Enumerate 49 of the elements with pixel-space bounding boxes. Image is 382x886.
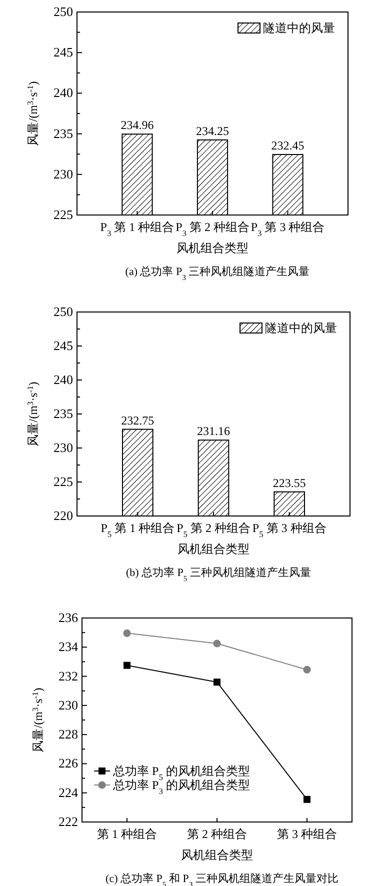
y-tick-label: 240	[54, 85, 73, 100]
legend-label: 隧道中的风量	[263, 21, 335, 35]
text: (b) 总功率 P$_{5}$ 三种风机组隧道产生风量	[126, 566, 312, 582]
y-tick-label: 225	[54, 474, 73, 489]
data-label: 232.75	[121, 413, 154, 428]
data-label: 234.25	[196, 124, 229, 138]
y-tick-label: 225	[54, 207, 73, 222]
legend-label: 隧道中的风量	[265, 321, 337, 335]
y-tick-label: 220	[54, 508, 73, 523]
y-tick-label: 226	[58, 756, 78, 771]
y-tick-label: 232	[58, 668, 78, 684]
point	[123, 629, 131, 637]
y-tick-label: 230	[54, 166, 73, 182]
x-tick-label: P$_{5}$ 第 1 种组合	[100, 521, 175, 538]
y-tick-label: 228	[58, 726, 78, 742]
y-tick-label: 245	[54, 338, 73, 353]
x-axis-title: 风机组合类型	[181, 848, 253, 862]
point	[214, 678, 220, 686]
x-tick-label: P$_{5}$ 第 3 种组合	[252, 521, 326, 538]
point	[303, 666, 311, 674]
y-tick-label: 250	[54, 4, 73, 19]
x-tick-label: 第 3 种组合	[277, 827, 337, 841]
x-tick-label: P$_{5}$ 第 2 种组合	[176, 521, 250, 538]
point	[124, 662, 130, 669]
data-label: 234.96	[120, 118, 154, 132]
y-tick-label: 236	[58, 610, 78, 625]
text: (a) 总功率 P$_{3}$ 三种风机组隧道产生风量	[125, 265, 310, 282]
y-tick-label: 230	[58, 697, 78, 712]
x-tick-label: 第 2 种组合	[187, 827, 247, 841]
y-tick-label: 250	[54, 304, 73, 319]
x-axis-title: 风机组合类型	[176, 241, 248, 255]
point	[304, 796, 310, 803]
data-label: 232.45	[271, 138, 304, 153]
data-label: 223.55	[272, 476, 306, 490]
y-tick-label: 234	[58, 639, 78, 654]
point	[213, 640, 221, 648]
y-tick-label: 245	[54, 44, 73, 60]
y-tick-label: 235	[54, 406, 73, 421]
y-tick-label: 230	[54, 440, 73, 455]
x-tick-label: P$_{3}$ 第 3 种组合	[250, 220, 325, 238]
x-axis-title: 风机组合类型	[178, 542, 250, 556]
x-tick-label: P$_{3}$ 第 2 种组合	[176, 220, 250, 238]
y-tick-label: 240	[54, 372, 73, 387]
data-label: 231.16	[197, 424, 230, 438]
y-tick-label: 224	[58, 784, 78, 800]
y-tick-label: 222	[58, 814, 78, 829]
x-tick-label: 第 1 种组合	[97, 827, 157, 841]
x-tick-label: P$_{3}$ 第 1 种组合	[100, 220, 174, 238]
y-tick-label: 235	[54, 126, 73, 141]
